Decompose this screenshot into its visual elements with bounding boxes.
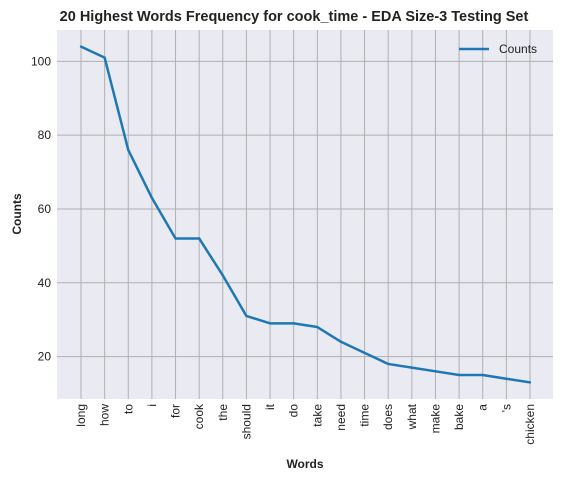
x-tick-label: i: [145, 404, 159, 407]
plot-area: [57, 30, 553, 399]
legend-label-counts: Counts: [499, 42, 537, 56]
data-point: [127, 148, 130, 152]
data-point: [245, 314, 248, 318]
x-tick-label: make: [428, 404, 442, 434]
y-tick-label: 40: [38, 276, 52, 290]
data-point: [79, 45, 83, 48]
x-tick-label: take: [310, 404, 324, 427]
data-point: [174, 237, 177, 240]
data-point: [150, 196, 154, 200]
data-point: [505, 377, 508, 380]
x-tick-label: bake: [452, 404, 466, 430]
x-axis-label: Words: [286, 457, 323, 471]
x-tick-label: what: [405, 403, 419, 430]
y-axis-label: Counts: [10, 193, 24, 235]
data-point: [410, 366, 414, 369]
data-point: [434, 370, 437, 373]
data-point: [363, 351, 366, 355]
data-point: [481, 373, 484, 377]
data-point: [316, 325, 319, 329]
grid-lines: [57, 30, 553, 399]
data-point: [103, 56, 106, 59]
data-point: [292, 322, 295, 325]
data-point: [528, 381, 532, 384]
x-tick-label: long: [74, 404, 88, 427]
x-tick-label: for: [169, 404, 183, 418]
legend: Counts: [459, 42, 537, 56]
y-axis: 20 40 60 80 100: [31, 54, 51, 363]
data-point: [339, 340, 343, 344]
x-tick-label: time: [358, 404, 372, 427]
x-tick-label: 's: [499, 404, 513, 412]
x-tick-label: chicken: [523, 404, 537, 445]
series-line-counts: [80, 45, 531, 384]
y-tick-label: 20: [38, 350, 52, 364]
x-tick-label: to: [121, 404, 135, 414]
data-point: [387, 362, 390, 366]
x-tick-label: the: [216, 404, 230, 421]
data-point: [221, 274, 224, 277]
x-tick-label: cook: [192, 403, 206, 429]
x-tick-label: do: [287, 404, 301, 418]
x-tick-label: it: [263, 403, 277, 410]
x-axis: long how to i for cook the should it do take need ti…: [74, 403, 537, 445]
data-point: [457, 373, 461, 377]
data-point: [197, 237, 201, 240]
y-tick-label: 100: [31, 54, 51, 68]
chart-title: 20 Highest Words Frequency for cook_time…: [60, 9, 529, 25]
x-tick-label: how: [98, 404, 112, 426]
data-point: [268, 322, 272, 325]
x-tick-label: a: [476, 404, 490, 411]
x-tick-label: need: [334, 404, 348, 431]
series-layer: [79, 45, 532, 384]
x-tick-label: should: [239, 404, 253, 439]
x-tick-label: does: [381, 404, 395, 430]
y-tick-label: 60: [38, 202, 52, 216]
y-tick-label: 80: [38, 128, 52, 142]
